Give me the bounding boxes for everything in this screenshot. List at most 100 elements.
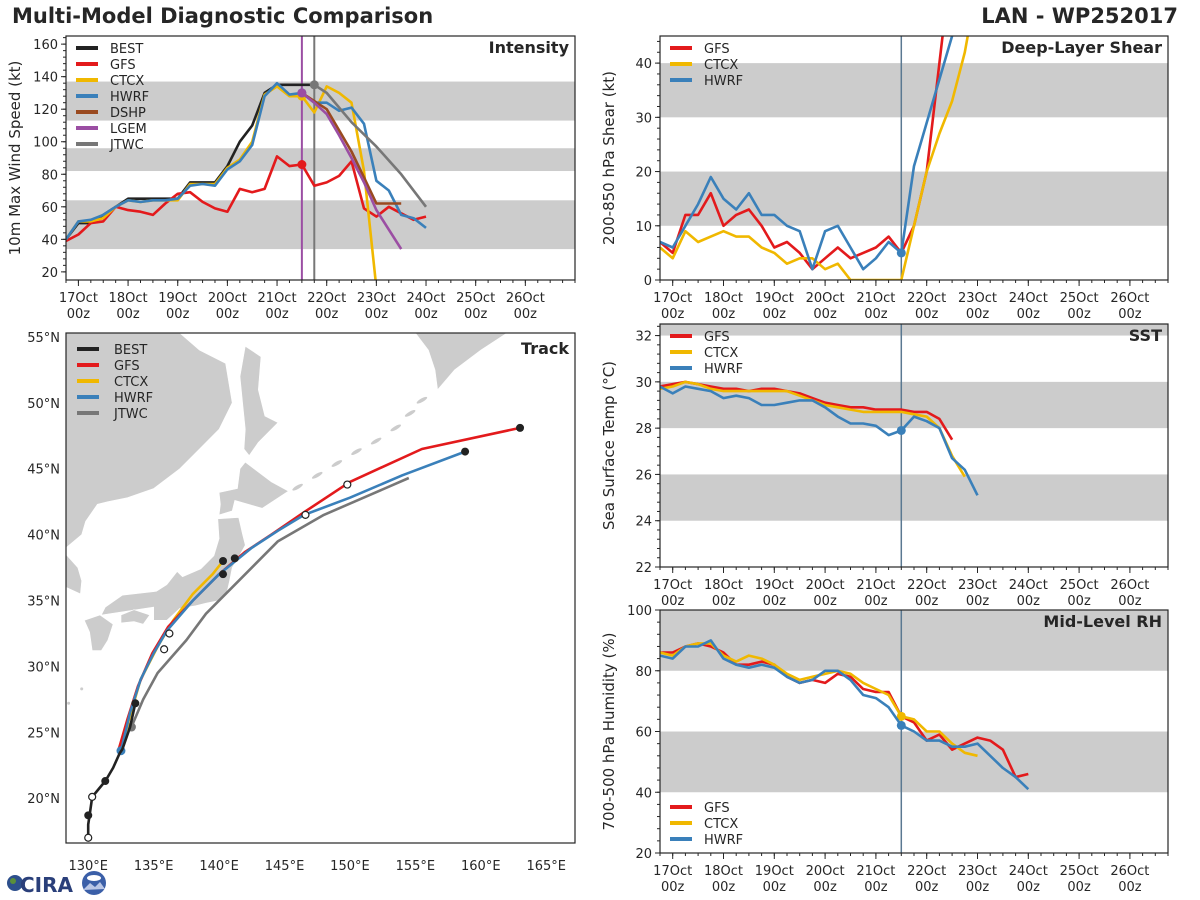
x-tick-label-date: 23Oct	[958, 864, 997, 879]
lon-tick-label: 140°E	[199, 859, 239, 874]
lon-tick-label: 130°E	[68, 859, 108, 874]
y-tick-label: 20	[635, 166, 652, 181]
y-axis-label: Sea Surface Temp (°C)	[600, 361, 618, 530]
legend-label-best: BEST	[110, 42, 143, 57]
track-line-jtwc	[130, 476, 410, 728]
x-tick-label-date: 25Oct	[456, 291, 495, 306]
map-land	[66, 333, 508, 705]
x-tick-label-date: 21Oct	[856, 291, 895, 306]
y-tick-label: 28	[635, 422, 652, 437]
y-axis-label: 700-500 hPa Humidity (%)	[600, 632, 618, 830]
lat-tick-label: 20°N	[27, 792, 60, 807]
legend-label-hwrf: HWRF	[704, 362, 743, 377]
x-tick-label-date: 25Oct	[1060, 578, 1099, 593]
x-tick-label-hour: 00z	[813, 307, 837, 322]
track-daily-marker	[219, 556, 228, 565]
shaded-band	[660, 731, 1168, 793]
y-tick-label: 60	[635, 726, 652, 741]
x-tick-label-date: 22Oct	[307, 291, 346, 306]
x-tick-label-date: 24Oct	[1009, 864, 1048, 879]
y-tick-label: 60	[41, 201, 58, 216]
lat-tick-label: 35°N	[27, 595, 60, 610]
x-tick-label-hour: 00z	[864, 307, 888, 322]
x-tick-label-hour: 00z	[712, 594, 736, 609]
x-tick-label-hour: 00z	[365, 307, 389, 322]
y-tick-label: 40	[635, 57, 652, 72]
landmass-kuril-island	[416, 396, 428, 404]
track-daily-marker	[84, 811, 93, 820]
x-tick-label-hour: 00z	[1017, 307, 1041, 322]
legend-label-gfs: GFS	[704, 801, 730, 816]
init-marker-hwrf	[896, 720, 906, 730]
x-tick-label-hour: 00z	[966, 307, 990, 322]
shaded-band	[66, 148, 575, 172]
x-tick-label-date: 22Oct	[907, 291, 946, 306]
track-12h-marker	[88, 792, 97, 801]
x-tick-label-date: 26Oct	[1110, 291, 1149, 306]
landmass-hokkaido	[218, 461, 289, 516]
track-daily-marker	[131, 699, 140, 708]
legend-label-gfs: GFS	[114, 359, 140, 374]
track-daily-marker	[101, 777, 110, 786]
x-tick-label-hour: 00z	[864, 594, 888, 609]
x-tick-label-hour: 00z	[1118, 594, 1142, 609]
earth-land-icon	[10, 878, 16, 884]
y-tick-label: 40	[635, 786, 652, 801]
y-tick-label: 80	[635, 665, 652, 680]
series-line-gfs	[660, 36, 944, 271]
x-tick-label-date: 24Oct	[1009, 291, 1048, 306]
y-tick-label: 26	[635, 468, 652, 483]
mountain-icon	[83, 882, 105, 890]
legend-label-hwrf: HWRF	[110, 90, 149, 105]
legend-label-ctcx: CTCX	[110, 74, 144, 89]
landmass-shikoku	[120, 609, 151, 625]
lat-tick-label: 55°N	[27, 331, 60, 346]
x-tick-label-date: 18Oct	[704, 864, 743, 879]
x-tick-label-hour: 00z	[116, 307, 140, 322]
legend-label-gfs: GFS	[110, 58, 136, 73]
landmass-ryukyu-island	[80, 687, 84, 691]
y-tick-label: 0	[644, 274, 652, 289]
tracks	[84, 423, 525, 842]
x-tick-label-hour: 00z	[1067, 594, 1091, 609]
legend-label-gfs: GFS	[704, 42, 730, 57]
x-tick-label-hour: 00z	[166, 307, 190, 322]
x-tick-label-hour: 00z	[763, 880, 787, 895]
init-marker-lgem	[297, 88, 307, 98]
panel-title: SST	[1129, 326, 1162, 345]
chart-rh: 2040608010017Oct00z18Oct00z19Oct00z20Oct…	[600, 604, 1169, 895]
x-tick-label-hour: 00z	[1067, 880, 1091, 895]
chart-intensity: 2040608010012014016017Oct00z18Oct00z19Oc…	[6, 35, 576, 322]
y-tick-label: 100	[33, 136, 58, 151]
y-tick-label: 80	[41, 168, 58, 183]
series-line-ctcx	[660, 36, 970, 280]
lat-tick-label: 40°N	[27, 529, 60, 544]
chart-shear: 01020304017Oct00z18Oct00z19Oct00z20Oct00…	[600, 35, 1169, 322]
y-tick-label: 20	[635, 847, 652, 862]
init-marker-hwrf	[896, 248, 906, 258]
landmass-kuril-island	[292, 483, 303, 491]
x-tick-label-hour: 00z	[813, 594, 837, 609]
x-tick-label-hour: 00z	[915, 307, 939, 322]
x-tick-label-hour: 00z	[712, 307, 736, 322]
x-tick-label-date: 19Oct	[755, 291, 794, 306]
series-group	[660, 380, 979, 496]
y-axis-label: 200-850 hPa Shear (kt)	[600, 71, 618, 245]
y-tick-label: 30	[635, 111, 652, 126]
x-tick-label-hour: 00z	[1017, 880, 1041, 895]
x-tick-label-date: 22Oct	[907, 864, 946, 879]
y-axis-label: 10m Max Wind Speed (kt)	[6, 61, 24, 256]
series-group	[660, 639, 1030, 791]
series-group	[660, 36, 970, 280]
series-line-hwrf	[66, 81, 427, 241]
series-line-hwrf	[660, 639, 1030, 791]
plot-frame	[65, 332, 576, 844]
storm-id: LAN - WP252017	[981, 4, 1178, 28]
lat-tick-label: 45°N	[27, 463, 60, 478]
x-tick-label-date: 17Oct	[59, 291, 98, 306]
x-tick-label-date: 18Oct	[109, 291, 148, 306]
panel-title: Intensity	[489, 38, 570, 57]
